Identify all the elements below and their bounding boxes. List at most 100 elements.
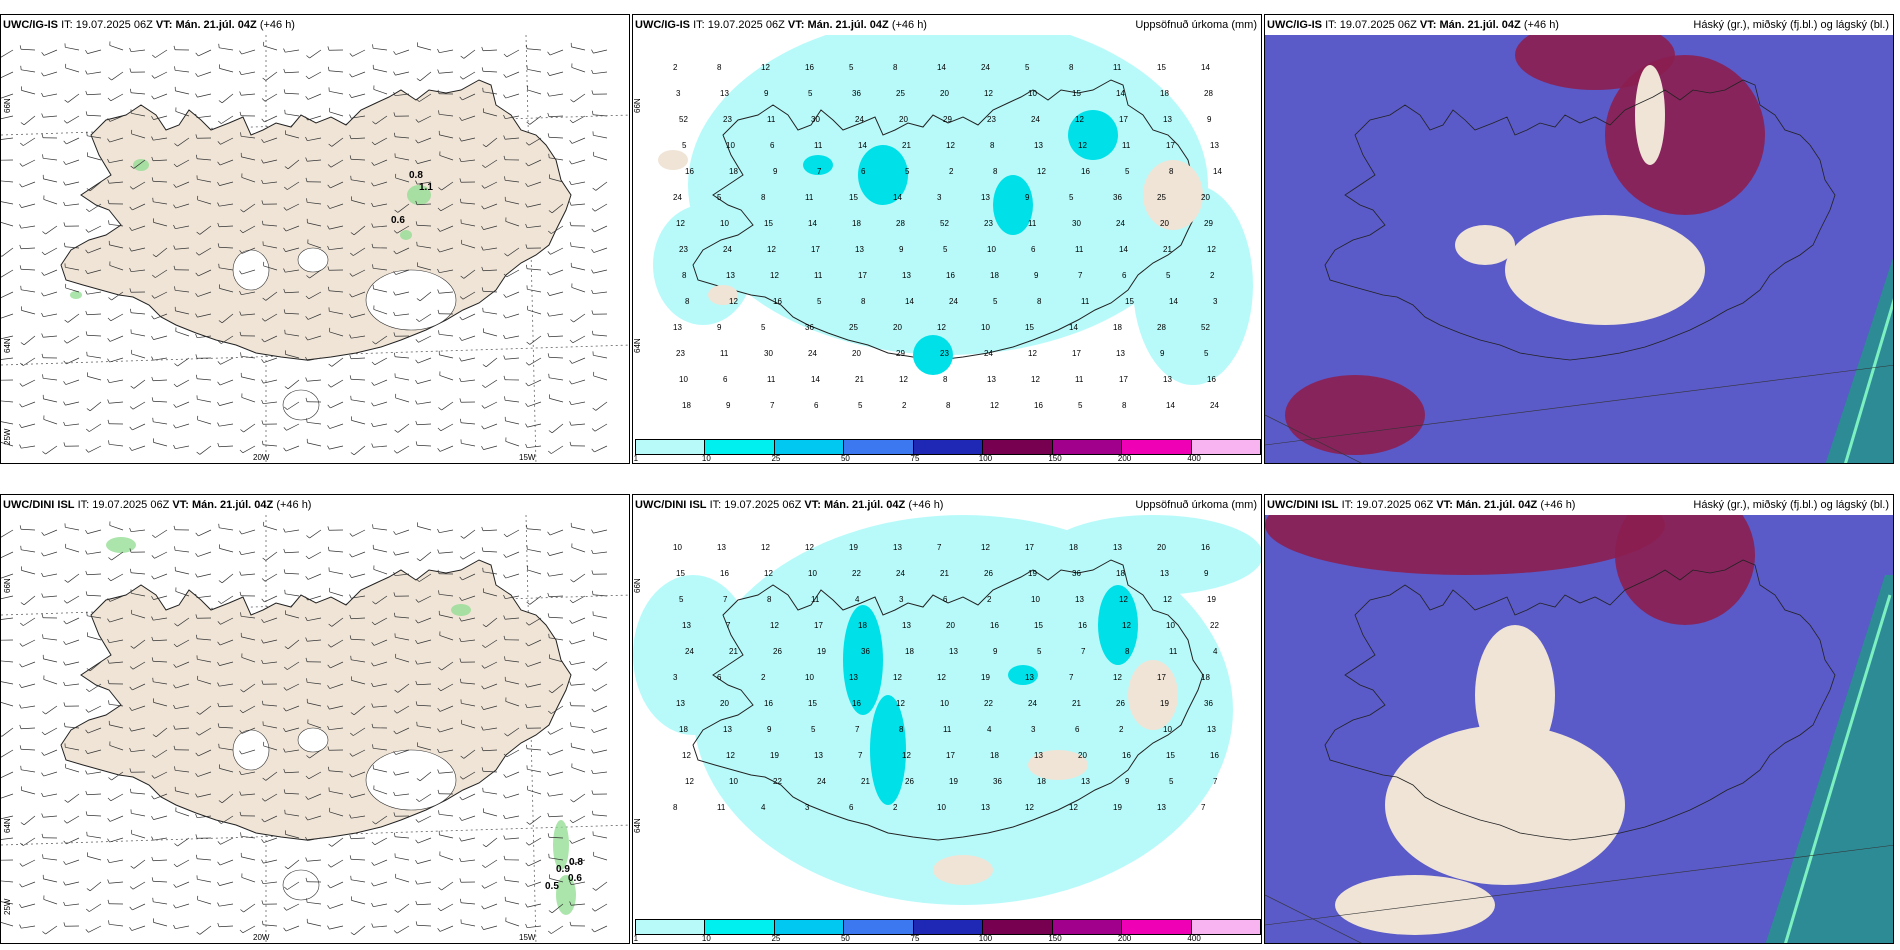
- wind-barb: [417, 159, 432, 164]
- wind-barb-feather: [217, 723, 220, 728]
- land-patch: [1143, 160, 1203, 230]
- wind-barb: [219, 225, 234, 228]
- wind-barb: [417, 181, 432, 185]
- wind-barb: [527, 683, 542, 688]
- wind-barb: [175, 331, 190, 337]
- wind-barb-feather: [591, 269, 594, 274]
- wind-barb-feather: [371, 662, 374, 667]
- wind-barb: [527, 548, 542, 553]
- wind-barb: [21, 181, 36, 188]
- wind-barb: [462, 793, 476, 801]
- wind-barb: [440, 203, 454, 212]
- precip-value: 23: [987, 115, 996, 124]
- wind-barb-feather: [437, 928, 441, 932]
- wind-barb: [153, 421, 168, 425]
- precip-value: 7: [817, 167, 822, 176]
- wind-barb-feather: [305, 397, 308, 402]
- wind-barb: [132, 401, 146, 410]
- wind-barb: [571, 287, 586, 293]
- precip-value: 20: [720, 699, 729, 708]
- wind-barb: [417, 401, 432, 405]
- wind-barb: [418, 115, 432, 123]
- precip-value: 14: [893, 193, 902, 202]
- wind-barb-feather: [107, 138, 110, 143]
- wind-barb: [23, 357, 36, 366]
- wind-barb-feather: [503, 533, 508, 538]
- precip-value: 5: [717, 193, 722, 202]
- wind-barb: [175, 570, 190, 575]
- precip-value: 12: [896, 699, 905, 708]
- precip-value: 8: [1069, 63, 1074, 72]
- wind-barb: [65, 859, 80, 865]
- wind-barb-feather: [217, 682, 220, 687]
- wind-barb-feather: [85, 749, 88, 754]
- wind-barb-feather: [372, 341, 376, 345]
- wind-barb: [285, 92, 300, 95]
- precip-value: 17: [1072, 349, 1081, 358]
- wind-barb: [374, 837, 388, 846]
- wind-barb: [439, 71, 454, 74]
- wind-barb: [43, 749, 58, 756]
- wind-barb: [21, 705, 36, 709]
- precip-value: 5: [761, 323, 766, 332]
- wind-barb: [131, 749, 146, 753]
- wind-barb-feather: [63, 140, 67, 145]
- wind-barb: [285, 333, 300, 337]
- wind-value: 0.9: [556, 864, 570, 875]
- wind-barb-feather: [195, 773, 199, 777]
- wind-barb: [373, 159, 388, 166]
- wind-barb-feather: [371, 361, 376, 366]
- precip-value: 11: [717, 803, 726, 812]
- wind-barb: [1, 49, 14, 58]
- wind-barb: [1, 901, 14, 905]
- wind-barb: [483, 749, 498, 752]
- wind-barb: [131, 613, 146, 619]
- wind-barb-feather: [459, 398, 462, 403]
- precip-value: 7: [723, 595, 728, 604]
- wind-barb-feather: [195, 793, 198, 798]
- wind-barb-feather: [416, 298, 421, 302]
- high-cloud-area: [1615, 515, 1755, 625]
- wind-barb-feather: [459, 597, 463, 601]
- precip-value: 5: [905, 167, 910, 176]
- precip-value: 20: [893, 323, 902, 332]
- precip-value: 6: [814, 401, 819, 410]
- wind-barb-feather: [283, 927, 287, 932]
- wind-barb-feather: [591, 708, 595, 713]
- precip-value: 9: [899, 245, 904, 254]
- wind-barb: [43, 793, 58, 798]
- wind-barb-feather: [283, 707, 287, 712]
- wind-barb-feather: [327, 266, 330, 271]
- wind-barb: [175, 903, 190, 909]
- wind-barb: [551, 445, 564, 454]
- precip-value: 36: [1113, 193, 1122, 202]
- precip-value: 13: [855, 245, 864, 254]
- wind-barb: [176, 639, 190, 648]
- wind-barb: [572, 595, 586, 604]
- wind-barb-feather: [503, 835, 506, 840]
- wind-barb-feather: [503, 794, 506, 799]
- wind-barb: [155, 529, 168, 538]
- precip-value: 9: [1207, 115, 1212, 124]
- wind-barb-feather: [173, 163, 178, 168]
- wind-barb: [527, 445, 542, 449]
- precip-value: 9: [1125, 777, 1130, 786]
- wind-barb-feather: [305, 295, 310, 300]
- wind-barb-feather: [327, 725, 330, 730]
- wind-barb-feather: [20, 122, 25, 126]
- wind-barb: [197, 419, 212, 425]
- wind-barb-feather: [459, 796, 463, 801]
- wind-barb: [351, 357, 366, 360]
- wind-barb-feather: [438, 187, 442, 191]
- wind-barb-feather: [591, 448, 595, 453]
- wind-barb: [65, 181, 80, 186]
- precip-value: 7: [1201, 803, 1206, 812]
- wind-barb: [87, 291, 102, 295]
- wind-barb: [243, 903, 256, 913]
- wind-barb: [329, 331, 344, 337]
- wind-barb-feather: [525, 923, 528, 928]
- wind-barb: [285, 749, 300, 753]
- wind-barb: [571, 881, 586, 886]
- wind-barb-feather: [569, 640, 572, 645]
- wind-barb-feather: [20, 822, 25, 826]
